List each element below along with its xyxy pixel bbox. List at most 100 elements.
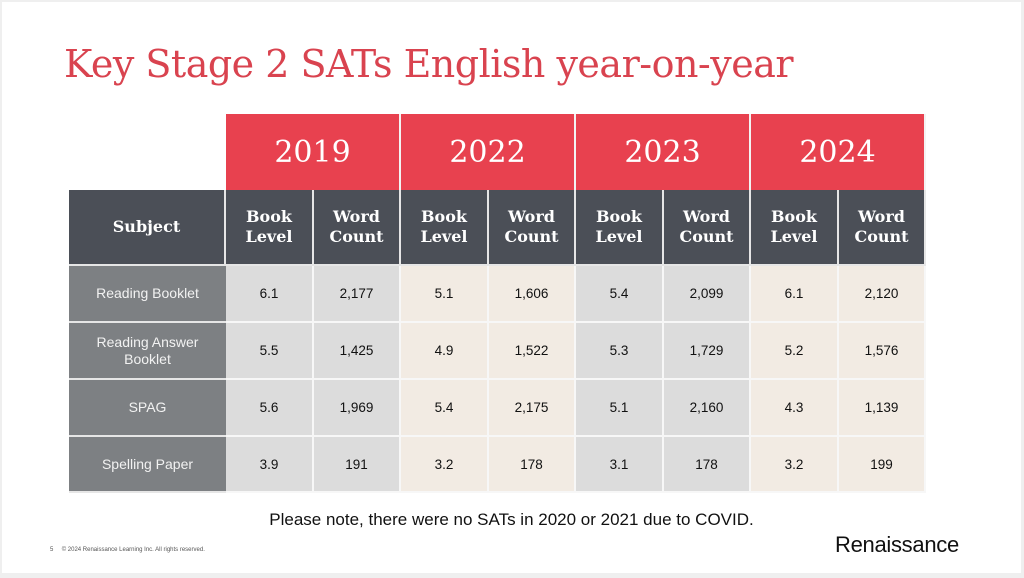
covid-note: Please note, there were no SATs in 2020 … [269, 510, 754, 529]
value-cell: 3.2 [751, 437, 839, 493]
column-header: Book Level [401, 190, 489, 266]
subject-cell: Spelling Paper [69, 437, 226, 493]
value-cell: 6.1 [226, 266, 314, 323]
cell-text: 5.4 [434, 400, 454, 415]
value-cell: 2,175 [489, 380, 576, 437]
cell-text: 1,139 [864, 400, 899, 415]
value-cell: 3.1 [576, 437, 664, 493]
value-cell: 2,177 [314, 266, 401, 323]
cell-text: 3.9 [259, 456, 279, 472]
cell-text: 2,099 [689, 286, 724, 301]
cell-text: Reading Answer Booklet [96, 333, 199, 367]
subject-cell: Reading Answer Booklet [69, 323, 226, 380]
column-header: Book Level [226, 190, 314, 266]
cell-text: 178 [695, 456, 718, 472]
cell-text: Book Level [770, 207, 818, 246]
cell-text: Book Level [420, 207, 468, 246]
value-cell: 178 [489, 437, 576, 493]
cell-text: Book Level [595, 207, 643, 246]
cell-text: 2,160 [689, 400, 724, 415]
column-header: Word Count [664, 190, 751, 266]
cell-text: 6.1 [784, 286, 804, 301]
value-cell: 5.4 [576, 266, 664, 323]
value-cell: 191 [314, 437, 401, 493]
value-cell: 5.5 [226, 323, 314, 380]
cell-text: 5.5 [259, 343, 279, 358]
column-header: Book Level [751, 190, 839, 266]
value-cell: 2,160 [664, 380, 751, 437]
cell-text: Book Level [245, 207, 293, 246]
renaissance-logo: Renaissance [835, 532, 959, 557]
cell-text: 1,969 [339, 400, 374, 415]
cell-text: Word Count [329, 207, 384, 246]
value-cell: 4.9 [401, 323, 489, 380]
cell-text: 2,175 [514, 400, 549, 415]
value-cell: 1,139 [839, 380, 926, 437]
cell-text: 5.4 [609, 286, 629, 301]
cell-text: 5.1 [434, 286, 454, 301]
copyright: © 2024 Renaissance Learning Inc. All rig… [61, 547, 205, 553]
cell-text: 2023 [624, 134, 701, 170]
value-cell: 1,969 [314, 380, 401, 437]
value-cell: 5.3 [576, 323, 664, 380]
value-cell: 1,425 [314, 323, 401, 380]
cell-text: 3.2 [434, 456, 454, 472]
cell-text: 5.3 [609, 343, 629, 358]
footer: 5 © 2024 Renaissance Learning Inc. All r… [50, 547, 205, 553]
value-cell: 3.2 [401, 437, 489, 493]
value-cell: 5.1 [401, 266, 489, 323]
cell-text: 6.1 [259, 286, 279, 301]
column-header: Word Count [839, 190, 926, 266]
value-cell: 2,120 [839, 266, 926, 323]
cell-text: 5.6 [259, 400, 279, 415]
value-cell: 1,576 [839, 323, 926, 380]
cell-text: 2019 [274, 134, 351, 170]
value-cell: 178 [664, 437, 751, 493]
slide-title: Key Stage 2 SATs English year-on-year [64, 42, 794, 86]
cell-text: Word Count [854, 207, 909, 246]
subject-header: Subject [69, 190, 226, 266]
year-header: 2022 [401, 114, 576, 190]
cell-text: 2024 [799, 134, 876, 170]
cell-text: 2,177 [339, 286, 374, 301]
year-header: 2023 [576, 114, 751, 190]
value-cell: 4.3 [751, 380, 839, 437]
cell-text: 5.2 [784, 343, 804, 358]
cell-text: 3.1 [609, 456, 629, 472]
cell-text: 1,606 [514, 286, 549, 301]
cell-text: Word Count [504, 207, 559, 246]
cell-text: 5.1 [609, 400, 629, 415]
cell-text: 199 [870, 456, 893, 472]
value-cell: 199 [839, 437, 926, 493]
cell-text: 4.9 [434, 343, 454, 358]
column-header: Word Count [489, 190, 576, 266]
value-cell: 1,729 [664, 323, 751, 380]
cell-text: Word Count [679, 207, 734, 246]
value-cell: 2,099 [664, 266, 751, 323]
cell-text: 1,576 [864, 343, 899, 358]
year-header: 2024 [751, 114, 926, 190]
value-cell: 1,522 [489, 323, 576, 380]
cell-text: 2,120 [864, 286, 899, 301]
year-header: 2019 [226, 114, 401, 190]
column-header: Word Count [314, 190, 401, 266]
value-cell: 6.1 [751, 266, 839, 323]
cell-text: 178 [520, 456, 543, 472]
column-header: Book Level [576, 190, 664, 266]
cell-text: 2022 [449, 134, 526, 170]
cell-text: 3.2 [784, 456, 804, 472]
subject-cell: SPAG [69, 380, 226, 437]
value-cell: 5.4 [401, 380, 489, 437]
cell-text: 1,729 [689, 343, 724, 358]
value-cell: 3.9 [226, 437, 314, 493]
cell-text: 1,522 [514, 343, 549, 358]
value-cell: 1,606 [489, 266, 576, 323]
cell-text: Reading Booklet [96, 285, 199, 301]
cell-text: 191 [345, 456, 368, 472]
value-cell: 5.6 [226, 380, 314, 437]
cell-text: Subject [112, 217, 181, 236]
cell-text: Spelling Paper [101, 455, 194, 472]
cell-text: 1,425 [339, 343, 374, 358]
value-cell: 5.2 [751, 323, 839, 380]
